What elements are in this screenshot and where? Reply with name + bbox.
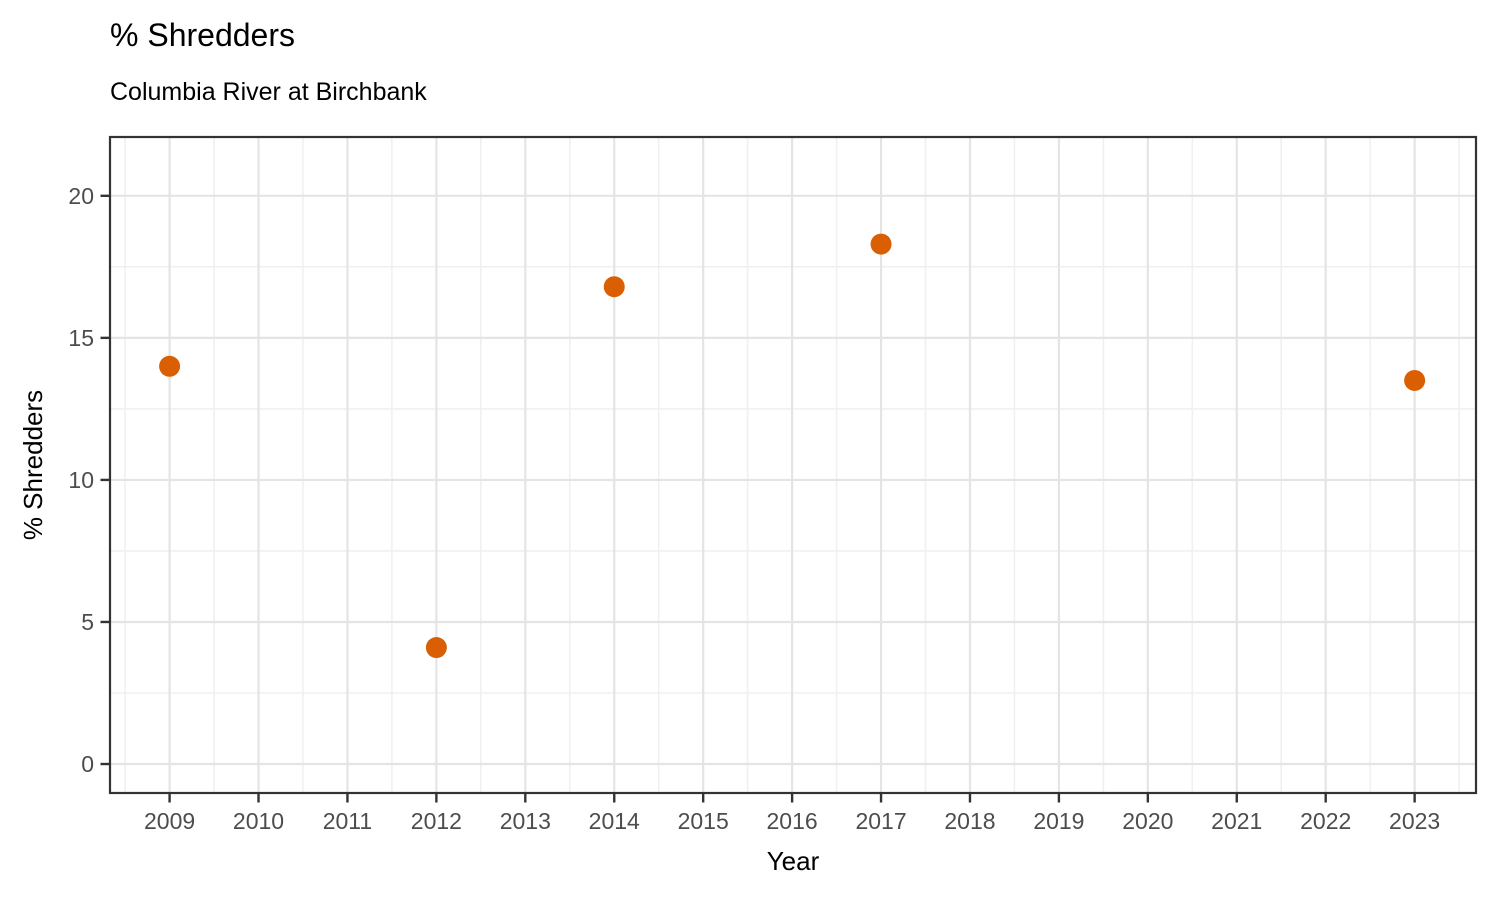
y-axis-title: % Shredders	[18, 390, 48, 540]
x-tick-label: 2014	[589, 808, 640, 834]
x-tick-label: 2018	[944, 808, 995, 834]
x-tick-label: 2022	[1300, 808, 1351, 834]
y-tick-label: 20	[68, 183, 94, 209]
x-tick-label: 2015	[678, 808, 729, 834]
y-tick-label: 10	[68, 467, 94, 493]
x-tick-label: 2020	[1122, 808, 1173, 834]
x-axis-title: Year	[767, 846, 820, 876]
data-point	[870, 233, 892, 255]
x-tick-label: 2011	[323, 808, 372, 834]
x-tick-label: 2009	[144, 808, 195, 834]
x-tick-label: 2016	[767, 808, 818, 834]
x-tick-label: 2021	[1211, 808, 1262, 834]
data-point	[159, 355, 181, 377]
chart-title: % Shredders	[110, 17, 295, 53]
x-tick-label: 2013	[500, 808, 551, 834]
panel-border	[108, 135, 1478, 795]
y-tick-label: 5	[81, 609, 94, 635]
x-tick-label: 2019	[1033, 808, 1084, 834]
data-point	[425, 637, 447, 659]
data-point	[1404, 369, 1426, 391]
x-tick-label: 2017	[855, 808, 906, 834]
x-tick-label: 2010	[233, 808, 284, 834]
data-point	[603, 276, 625, 298]
y-tick-label: 0	[81, 751, 94, 777]
y-tick-label: 15	[68, 325, 94, 351]
x-tick-label: 2012	[411, 808, 462, 834]
x-tick-label: 2023	[1389, 808, 1440, 834]
chart-subtitle: Columbia River at Birchbank	[110, 78, 427, 106]
